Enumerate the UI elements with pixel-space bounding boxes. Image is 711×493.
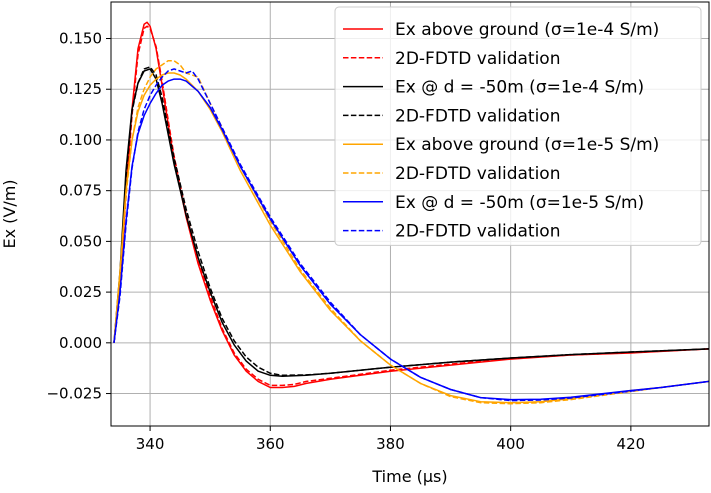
- series-lines: [113, 21, 709, 405]
- x-tick-label: 400: [496, 435, 525, 453]
- series-line-1: [113, 21, 709, 389]
- series-line-8: [113, 68, 709, 402]
- plot-frame: [110, 1, 710, 427]
- series-line-2: [113, 25, 709, 387]
- legend-label: Ex @ d = -50m (σ=1e-5 S/m): [395, 193, 644, 213]
- legend-label: Ex above ground (σ=1e-4 S/m): [395, 20, 659, 40]
- legend: Ex above ground (σ=1e-4 S/m) 2D-FDTD vali…: [334, 6, 702, 246]
- y-tick-label: 0.000: [59, 334, 102, 352]
- y-tick-label: 0.125: [59, 80, 102, 98]
- legend-label: 2D-FDTD validation: [395, 106, 560, 126]
- x-axis-label: Time (µs): [371, 467, 447, 486]
- legend-label: 2D-FDTD validation: [395, 49, 560, 69]
- x-axis: 340 360 380 400 420: [136, 426, 645, 453]
- y-tick-label: 0.100: [59, 131, 102, 149]
- y-tick-label: 0.075: [59, 182, 102, 200]
- legend-label: 2D-FDTD validation: [395, 222, 560, 242]
- x-tick-label: 420: [617, 435, 646, 453]
- series-line-4: [113, 66, 709, 377]
- x-tick-label: 360: [256, 435, 285, 453]
- y-tick-label: 0.025: [59, 283, 102, 301]
- y-axis-label: Ex (V/m): [0, 179, 19, 248]
- legend-label: 2D-FDTD validation: [395, 164, 560, 184]
- y-tick-label: −0.025: [46, 385, 102, 403]
- y-tick-label: 0.050: [59, 232, 102, 250]
- x-tick-label: 380: [376, 435, 405, 453]
- series-line-7: [113, 78, 709, 401]
- series-line-5: [113, 72, 709, 404]
- legend-label: Ex @ d = -50m (σ=1e-4 S/m): [395, 78, 644, 98]
- y-tick-label: 0.150: [59, 30, 102, 48]
- legend-box: [334, 6, 702, 246]
- x-tick-label: 340: [136, 435, 165, 453]
- legend-label: Ex above ground (σ=1e-5 S/m): [395, 135, 659, 155]
- y-axis: −0.025 0.000 0.025 0.050 0.075 0.100 0.125 0.15…: [46, 30, 111, 403]
